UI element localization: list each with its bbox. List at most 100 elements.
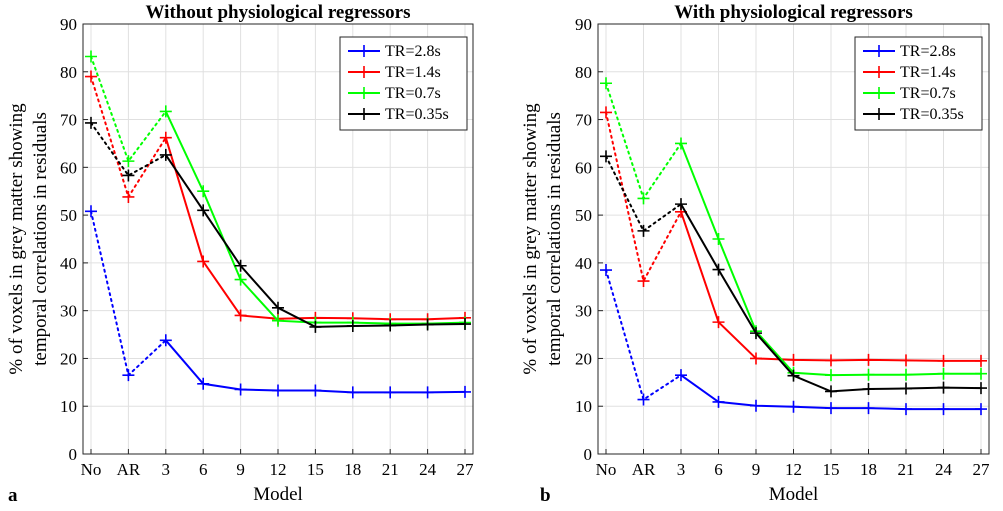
legend-marker xyxy=(873,87,885,99)
x-tick-label: 15 xyxy=(307,460,324,479)
data-point xyxy=(675,198,687,211)
y-tick-label: 50 xyxy=(60,206,77,225)
data-point xyxy=(675,369,687,382)
panel-label: a xyxy=(8,485,18,506)
series-TR=1.4s xyxy=(600,106,987,367)
data-point xyxy=(937,367,950,380)
y-tick-label: 40 xyxy=(60,254,77,273)
data-point xyxy=(459,318,471,331)
y-tick-label: 50 xyxy=(575,206,592,225)
y-tick-label: 20 xyxy=(575,349,592,368)
series-TR=2.8s xyxy=(85,205,471,399)
legend: TR=2.8s TR=1.4s TR=0.7s TR=0.35s xyxy=(339,36,468,131)
x-tick-label: 6 xyxy=(714,460,723,479)
legend-label: TR=0.7s xyxy=(385,85,441,102)
data-point xyxy=(712,263,725,276)
x-tick-label: 3 xyxy=(162,460,171,479)
data-point xyxy=(750,399,762,412)
data-point xyxy=(637,224,650,237)
data-point xyxy=(787,369,800,382)
data-point xyxy=(712,316,725,329)
x-tick-label: 27 xyxy=(457,460,475,479)
series-TR=2.8s xyxy=(600,264,987,416)
data-point xyxy=(122,155,135,168)
data-point xyxy=(900,382,912,395)
data-point xyxy=(85,50,97,63)
data-point xyxy=(750,352,762,365)
data-point xyxy=(712,395,725,408)
data-point xyxy=(459,385,471,398)
legend-marker xyxy=(358,108,370,120)
y-tick-label: 90 xyxy=(60,15,77,34)
legend-marker xyxy=(358,66,370,78)
legend-marker xyxy=(873,108,885,120)
x-tick-label: 18 xyxy=(344,460,361,479)
data-point xyxy=(637,275,650,288)
legend-label: TR=0.7s xyxy=(900,85,956,102)
data-point xyxy=(937,381,950,394)
data-point xyxy=(272,314,284,327)
data-point xyxy=(85,116,97,129)
panel-label: b xyxy=(540,485,551,506)
data-point xyxy=(787,353,800,366)
x-tick-label: 9 xyxy=(236,460,245,479)
data-point xyxy=(975,403,987,416)
data-point xyxy=(600,264,612,277)
legend-label: TR=1.4s xyxy=(385,64,441,81)
x-tick-label: 21 xyxy=(898,460,915,479)
data-point xyxy=(825,369,837,382)
data-point xyxy=(862,368,875,381)
x-tick-label: 15 xyxy=(823,460,840,479)
y-tick-label: 40 xyxy=(575,254,592,273)
chart-title: With physiological regressors xyxy=(674,2,913,23)
data-point xyxy=(346,319,359,332)
data-point xyxy=(384,319,397,332)
data-point xyxy=(309,320,322,333)
data-point xyxy=(825,402,837,415)
data-point xyxy=(825,385,837,398)
data-point xyxy=(862,383,875,396)
data-point xyxy=(159,148,172,161)
data-point xyxy=(234,259,247,272)
data-point xyxy=(900,354,912,367)
y-axis-label: temporal correlations in residuals xyxy=(30,112,51,366)
x-tick-label: No xyxy=(596,460,617,479)
x-axis-label: Model xyxy=(769,484,819,505)
data-point xyxy=(122,169,135,182)
data-point xyxy=(309,384,322,397)
y-tick-label: 10 xyxy=(575,397,592,416)
y-tick-label: 70 xyxy=(575,111,592,130)
y-tick-label: 0 xyxy=(69,445,78,464)
data-point xyxy=(637,192,650,205)
y-tick-label: 80 xyxy=(575,63,592,82)
x-tick-label: AR xyxy=(632,460,656,479)
data-point xyxy=(384,386,397,399)
x-tick-label: 3 xyxy=(677,460,686,479)
x-tick-label: 27 xyxy=(973,460,991,479)
data-point xyxy=(197,204,210,217)
legend-label: TR=0.35s xyxy=(900,106,964,123)
data-point xyxy=(637,393,650,406)
x-tick-label: 24 xyxy=(419,460,437,479)
legend-marker xyxy=(358,45,370,57)
data-point xyxy=(975,367,987,380)
legend-label: TR=2.8s xyxy=(385,43,441,60)
x-tick-label: No xyxy=(81,460,102,479)
series-TR=0.35s xyxy=(85,116,471,333)
y-tick-label: 60 xyxy=(575,158,592,177)
data-point xyxy=(975,354,987,367)
data-point xyxy=(272,301,284,314)
data-point xyxy=(750,327,762,340)
data-point xyxy=(900,403,912,416)
data-point xyxy=(85,70,97,83)
data-point xyxy=(197,185,210,198)
x-tick-label: 9 xyxy=(752,460,761,479)
y-tick-label: 90 xyxy=(575,15,592,34)
y-axis-label: % of voxels in grey matter showing xyxy=(520,103,541,375)
data-point xyxy=(825,354,837,367)
legend: TR=2.8s TR=1.4s TR=0.7s TR=0.35s xyxy=(854,36,983,131)
data-point xyxy=(862,353,875,366)
x-tick-label: 18 xyxy=(860,460,877,479)
x-tick-label: 6 xyxy=(199,460,208,479)
